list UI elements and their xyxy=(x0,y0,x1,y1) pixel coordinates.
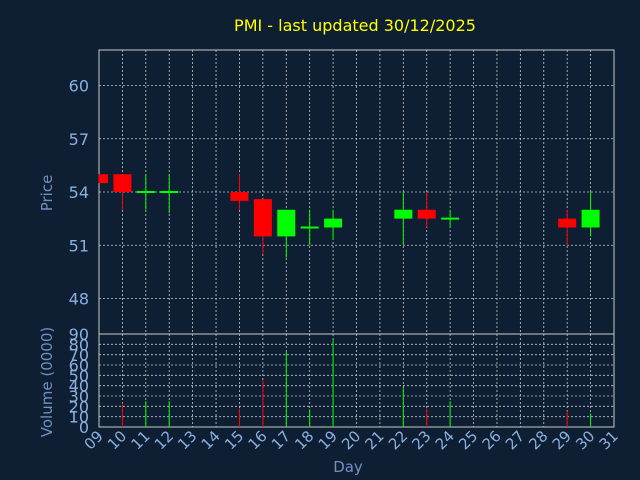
candle-body xyxy=(324,218,343,228)
candle-body xyxy=(253,199,272,237)
candle-body xyxy=(160,191,179,193)
candle-body xyxy=(300,226,319,229)
candle-body xyxy=(136,191,155,193)
volume-tick-label: 40 xyxy=(69,377,89,396)
x-axis-label: Day xyxy=(333,458,363,476)
volume-tick-label: 50 xyxy=(69,366,89,385)
volume-tick-label: 30 xyxy=(69,387,89,406)
price-tick-label: 54 xyxy=(69,183,89,202)
volume-axis-label: Volume (0000) xyxy=(38,327,56,437)
candle-body xyxy=(394,209,413,219)
volume-tick-label: 0 xyxy=(79,418,89,437)
volume-tick-label: 90 xyxy=(69,325,89,344)
price-tick-label: 57 xyxy=(69,130,89,149)
candle-body xyxy=(581,209,600,228)
candle-body xyxy=(558,218,577,228)
candle-body xyxy=(113,174,132,192)
candle-body xyxy=(277,209,296,237)
volume-tick-label: 80 xyxy=(69,335,89,354)
volume-tick-label: 60 xyxy=(69,356,89,375)
price-tick-label: 48 xyxy=(69,290,89,309)
volume-tick-label: 20 xyxy=(69,397,89,416)
price-tick-label: 51 xyxy=(69,236,89,255)
chart-title: PMI - last updated 30/12/2025 xyxy=(234,16,476,35)
volume-tick-label: 10 xyxy=(69,408,89,427)
candle-body xyxy=(417,209,436,219)
price-axis-label: Price xyxy=(38,175,56,212)
volume-tick-label: 70 xyxy=(69,346,89,365)
price-panel: 48 51 54 57 60 xyxy=(69,49,615,335)
candle-body xyxy=(441,217,460,220)
candle-body xyxy=(99,174,108,184)
price-tick-label: 60 xyxy=(69,77,89,96)
candle-body xyxy=(230,192,249,201)
